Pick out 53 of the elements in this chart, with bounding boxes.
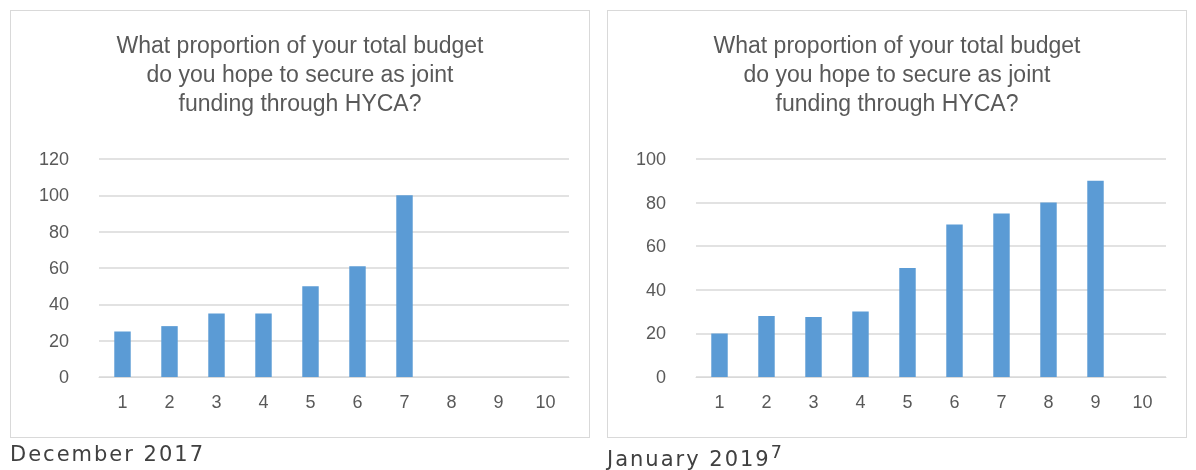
bar <box>302 286 319 377</box>
text: January 2019$^{7}$ <box>607 442 785 470</box>
y-tick-label: 60 <box>645 236 666 257</box>
x-tick-label: 10 <box>535 392 556 412</box>
x-tick-label: 9 <box>1090 392 1101 412</box>
y-tick-label: 60 <box>48 258 69 278</box>
y-tick-label: 40 <box>645 279 666 300</box>
bar <box>208 313 225 377</box>
x-tick-label: 3 <box>808 392 819 412</box>
x-tick-label: 7 <box>996 392 1007 412</box>
x-tick-label: 7 <box>399 392 410 412</box>
bar <box>161 326 178 377</box>
y-tick-label: 20 <box>645 323 666 344</box>
chart-title: What proportion of your total budget do you hope to secure as joint funding through HYCA? <box>713 31 1082 116</box>
bar <box>114 331 131 377</box>
chart-title: What proportion of your total budget do you hope to secure as joint funding through HYCA? <box>116 31 485 116</box>
bar <box>993 213 1010 377</box>
bar <box>1040 202 1057 377</box>
x-tick-label: 5 <box>305 392 316 412</box>
y-tick-label: 40 <box>48 294 69 315</box>
x-tick-label: 9 <box>493 392 504 412</box>
bar <box>349 266 366 377</box>
x-tick-label: 8 <box>446 392 457 412</box>
bar <box>805 317 822 377</box>
y-tick-label: 80 <box>645 192 666 213</box>
y-tick-label: 80 <box>48 221 69 242</box>
x-tick-label: 4 <box>258 392 269 412</box>
x-tick-label: 1 <box>117 392 128 412</box>
bar <box>852 311 869 377</box>
x-tick-label: 10 <box>1132 392 1153 412</box>
x-tick-label: 2 <box>761 392 772 412</box>
bar <box>946 224 963 377</box>
y-tick-label: 100 <box>38 185 69 206</box>
bar <box>255 313 272 377</box>
x-tick-label: 6 <box>352 392 363 412</box>
y-tick-label: 0 <box>58 367 69 387</box>
x-tick-label: 1 <box>714 392 725 412</box>
x-tick-label: 8 <box>1043 392 1054 412</box>
bar <box>758 315 775 377</box>
x-tick-label: 2 <box>164 392 175 412</box>
bar <box>899 268 916 377</box>
x-tick-label: 4 <box>855 392 866 412</box>
text: December 2017 <box>10 442 206 466</box>
y-tick-label: 20 <box>48 330 69 351</box>
y-tick-label: 0 <box>655 367 666 387</box>
x-tick-label: 6 <box>949 392 960 412</box>
y-tick-label: 100 <box>635 149 666 169</box>
x-tick-label: 3 <box>211 392 222 412</box>
bar <box>396 195 413 377</box>
x-tick-label: 5 <box>902 392 913 412</box>
bar <box>1087 180 1104 377</box>
y-tick-label: 120 <box>38 149 69 169</box>
bar <box>711 333 728 377</box>
